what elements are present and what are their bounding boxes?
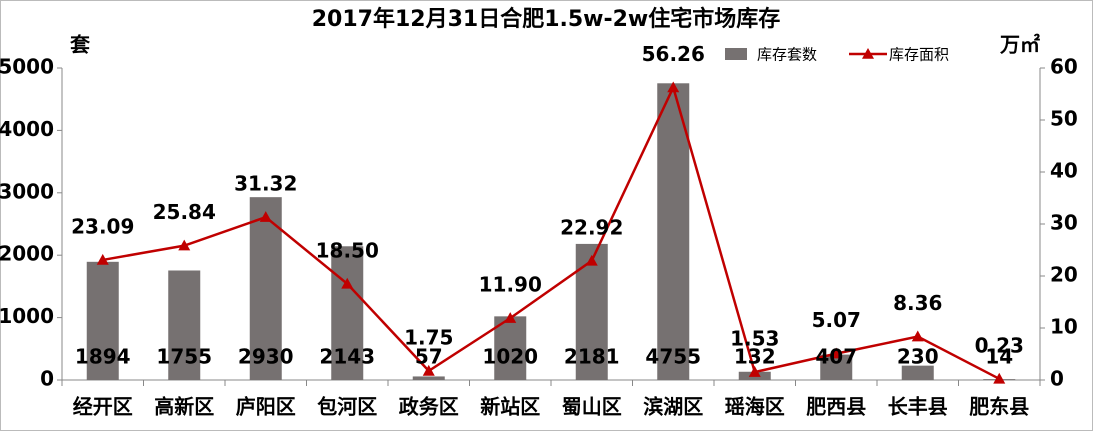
y-tick-label: 3000 bbox=[0, 179, 54, 203]
y-tick-label: 1000 bbox=[0, 304, 54, 328]
line-label: 1.53 bbox=[730, 327, 779, 351]
y2-tick-label: 20 bbox=[1050, 263, 1078, 287]
line-marker bbox=[341, 277, 354, 289]
y-tick-label: 0 bbox=[40, 367, 54, 391]
bar bbox=[331, 246, 364, 380]
line-marker bbox=[585, 254, 598, 266]
legend-label: 库存套数 bbox=[757, 46, 817, 64]
bar bbox=[168, 270, 201, 380]
x-tick-label: 高新区 bbox=[154, 395, 214, 419]
line-label: 8.36 bbox=[893, 291, 942, 315]
legend-marker bbox=[862, 48, 874, 59]
bar-label: 2181 bbox=[564, 345, 620, 369]
bar-label: 407 bbox=[815, 345, 857, 369]
bar bbox=[901, 365, 934, 380]
chart-title: 2017年12月31日合肥1.5w-2w住宅市场库存 bbox=[312, 6, 781, 32]
y2-axis-title: 万㎡ bbox=[999, 33, 1040, 57]
line-label: 1.75 bbox=[404, 325, 453, 349]
bar bbox=[412, 376, 445, 380]
line-marker bbox=[667, 81, 680, 93]
bar-label: 2930 bbox=[238, 345, 294, 369]
line-label: 22.92 bbox=[560, 215, 623, 239]
line-marker bbox=[96, 253, 109, 265]
line-label: 0.23 bbox=[975, 333, 1024, 357]
legend-label: 库存面积 bbox=[889, 46, 949, 64]
x-tick-label: 庐阳区 bbox=[236, 395, 296, 419]
bar bbox=[575, 243, 608, 380]
y-axis-title: 套 bbox=[70, 33, 90, 57]
line-marker bbox=[748, 366, 761, 377]
line-marker bbox=[993, 372, 1006, 384]
line-label: 5.07 bbox=[812, 308, 861, 332]
line-marker bbox=[911, 330, 924, 342]
line-marker bbox=[259, 211, 272, 222]
legend-swatch bbox=[725, 48, 747, 60]
x-tick-label: 政务区 bbox=[399, 395, 459, 419]
line-label: 23.09 bbox=[71, 214, 134, 238]
line-label: 56.26 bbox=[642, 42, 705, 66]
x-tick-label: 长丰县 bbox=[888, 395, 948, 419]
bar-label: 1020 bbox=[482, 345, 538, 369]
x-tick-label: 新站区 bbox=[480, 395, 540, 419]
x-tick-label: 瑶海区 bbox=[725, 395, 785, 419]
x-tick-label: 滨湖区 bbox=[643, 395, 703, 419]
bar-label: 2143 bbox=[319, 345, 375, 369]
line-label: 31.32 bbox=[234, 172, 297, 196]
line-label: 18.50 bbox=[316, 238, 379, 262]
line-label: 25.84 bbox=[153, 200, 216, 224]
line-marker bbox=[178, 239, 191, 251]
x-tick-label: 肥东县 bbox=[969, 395, 1029, 419]
x-tick-label: 蜀山区 bbox=[562, 395, 622, 419]
bar bbox=[249, 197, 282, 380]
line-marker bbox=[422, 364, 435, 376]
line bbox=[102, 83, 1000, 380]
bar bbox=[86, 261, 119, 380]
x-tick-label: 肥西县 bbox=[806, 395, 866, 419]
bar-label: 4755 bbox=[645, 345, 701, 369]
y2-tick-label: 40 bbox=[1050, 159, 1078, 183]
y2-tick-label: 50 bbox=[1050, 107, 1078, 131]
bar-label: 14 bbox=[985, 345, 1013, 369]
y2-tick-label: 10 bbox=[1050, 315, 1078, 339]
bar-label: 132 bbox=[734, 345, 776, 369]
bar-label: 1755 bbox=[156, 345, 212, 369]
y2-tick-label: 60 bbox=[1050, 55, 1078, 79]
x-tick-label: 经开区 bbox=[73, 395, 133, 419]
bar bbox=[820, 354, 853, 380]
y-tick-label: 5000 bbox=[0, 55, 54, 79]
bar-label: 1894 bbox=[75, 345, 131, 369]
line-label: 11.90 bbox=[479, 273, 542, 297]
line-marker bbox=[830, 347, 843, 359]
bar bbox=[657, 83, 690, 381]
line-marker bbox=[504, 312, 517, 323]
bar bbox=[494, 316, 527, 380]
bar-label: 230 bbox=[897, 345, 939, 369]
x-tick-label: 包河区 bbox=[317, 395, 377, 419]
y2-tick-label: 30 bbox=[1050, 211, 1078, 235]
y-tick-label: 2000 bbox=[0, 242, 54, 266]
y2-tick-label: 0 bbox=[1050, 367, 1064, 391]
y-tick-label: 4000 bbox=[0, 117, 54, 141]
bar-label: 57 bbox=[415, 345, 443, 369]
